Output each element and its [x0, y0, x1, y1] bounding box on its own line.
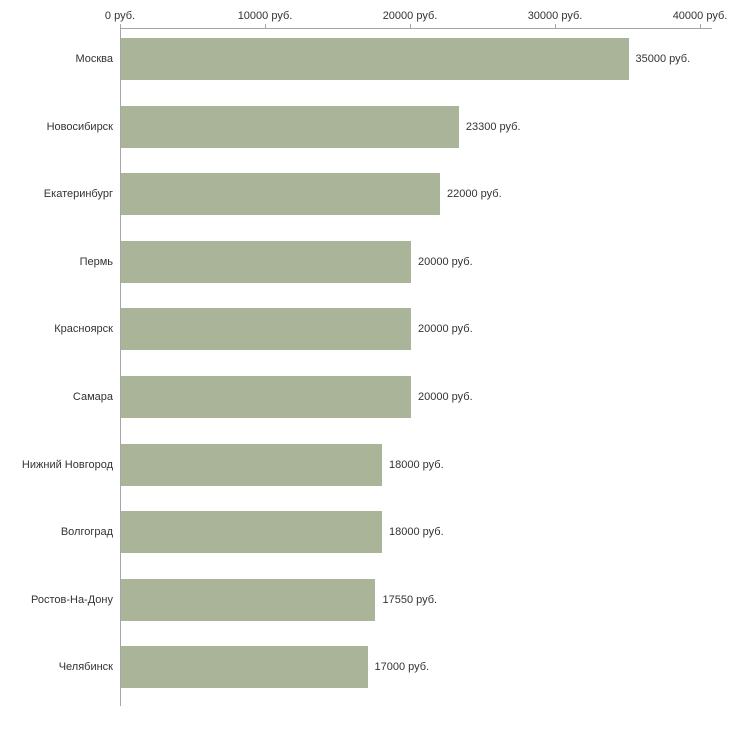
x-tick-mark — [555, 24, 556, 28]
y-category-label: Екатеринбург — [43, 188, 113, 201]
y-category-label: Ростов-На-Дону — [30, 593, 113, 606]
bar-value-label: 23300 руб. — [465, 120, 521, 133]
bar-10 — [121, 646, 368, 689]
bar-value-label: 17000 руб. — [374, 661, 430, 674]
y-category-label: Красноярск — [54, 323, 113, 336]
y-category-label: Новосибирск — [46, 120, 113, 133]
y-category-label: Самара — [72, 391, 113, 403]
bar-4 — [121, 240, 411, 283]
x-tick-mark — [410, 24, 411, 28]
x-tick-label: 20000 руб. — [382, 10, 438, 22]
bar-value-label: 20000 руб. — [418, 323, 473, 336]
x-tick-label: 40000 руб. — [672, 10, 728, 22]
x-tick-label: 30000 руб. — [527, 10, 583, 22]
bar-value-label: 17550 руб. — [382, 593, 438, 606]
bar-5 — [121, 308, 411, 351]
x-axis-line — [120, 28, 712, 29]
bar-1 — [121, 38, 629, 80]
bar-value-label: 18000 руб. — [389, 458, 444, 471]
bar-value-label: 35000 руб. — [635, 53, 691, 65]
y-category-label: Волгоград — [60, 526, 113, 539]
bar-value-label: 18000 руб. — [389, 526, 444, 539]
y-axis-line — [120, 28, 121, 706]
y-category-label: Москва — [75, 53, 113, 65]
x-tick-mark — [120, 24, 121, 28]
bar-value-label: 20000 руб. — [418, 255, 473, 268]
y-category-label: Пермь — [79, 255, 113, 268]
bar-7 — [121, 443, 382, 486]
bar-9 — [121, 578, 376, 621]
bar-value-label: 22000 руб. — [447, 188, 502, 201]
bar-2 — [121, 105, 459, 148]
bar-8 — [121, 511, 382, 554]
x-tick-mark — [265, 24, 266, 28]
x-tick-label: 0 руб. — [104, 10, 136, 22]
bar-6 — [121, 376, 411, 418]
bar-value-label: 20000 руб. — [418, 391, 473, 403]
x-tick-label: 10000 руб. — [237, 10, 293, 22]
y-category-label: Нижний Новгород — [21, 458, 113, 471]
bar-3 — [121, 173, 440, 216]
y-category-label: Челябинск — [58, 661, 113, 674]
x-tick-mark — [700, 24, 701, 28]
